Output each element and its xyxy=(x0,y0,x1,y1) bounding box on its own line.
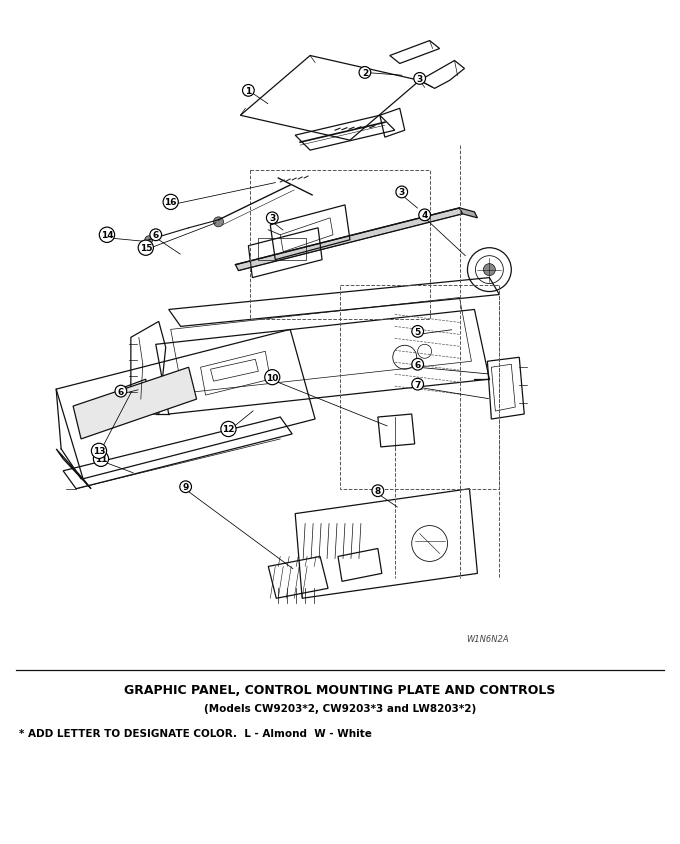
Text: 9: 9 xyxy=(182,483,189,492)
Text: 7: 7 xyxy=(415,380,421,389)
Text: 16: 16 xyxy=(165,198,177,207)
Text: 13: 13 xyxy=(92,446,105,456)
Text: 3: 3 xyxy=(398,188,405,197)
Text: 2: 2 xyxy=(362,69,368,78)
Text: 15: 15 xyxy=(139,244,152,253)
Text: 3: 3 xyxy=(417,75,423,84)
Text: 8: 8 xyxy=(375,487,381,495)
Text: W1N6N2A: W1N6N2A xyxy=(466,634,509,643)
Text: 6: 6 xyxy=(118,387,124,396)
Text: 11: 11 xyxy=(95,455,107,464)
Polygon shape xyxy=(73,368,197,440)
Text: 12: 12 xyxy=(222,425,235,434)
Circle shape xyxy=(483,264,495,276)
Text: * ADD LETTER TO DESIGNATE COLOR.  L - Almond  W - White: * ADD LETTER TO DESIGNATE COLOR. L - Alm… xyxy=(19,728,372,738)
Text: 14: 14 xyxy=(101,231,114,240)
Polygon shape xyxy=(235,208,462,271)
Text: 10: 10 xyxy=(266,373,279,382)
Text: 4: 4 xyxy=(422,211,428,220)
Text: 3: 3 xyxy=(269,214,275,223)
Text: 1: 1 xyxy=(245,87,252,95)
Polygon shape xyxy=(460,208,477,219)
Text: 6: 6 xyxy=(152,231,159,240)
Circle shape xyxy=(145,236,153,245)
Circle shape xyxy=(214,218,224,228)
Text: 6: 6 xyxy=(415,360,421,370)
Text: (Models CW9203*2, CW9203*3 and LW8203*2): (Models CW9203*2, CW9203*3 and LW8203*2) xyxy=(204,703,476,713)
Text: 5: 5 xyxy=(415,327,421,337)
Text: GRAPHIC PANEL, CONTROL MOUNTING PLATE AND CONTROLS: GRAPHIC PANEL, CONTROL MOUNTING PLATE AN… xyxy=(124,684,556,696)
